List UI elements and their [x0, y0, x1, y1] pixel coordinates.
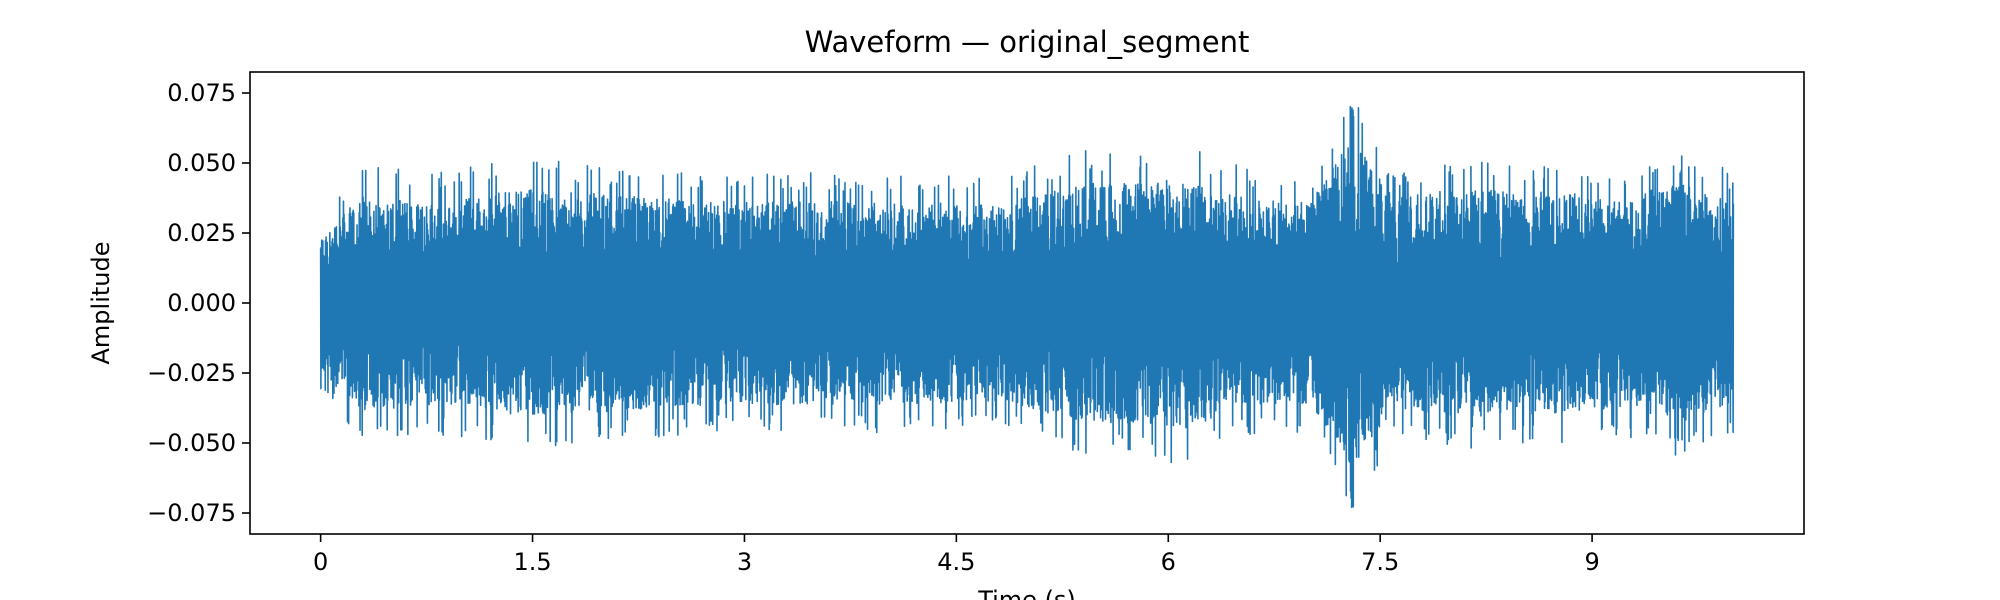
x-axis-label: Time (s)	[977, 586, 1076, 600]
y-axis: −0.075 −0.050 −0.025 0.000 0.025 0.050 0.075	[147, 79, 250, 527]
plot-area	[249, 71, 1805, 535]
x-tick-label: 6	[1161, 548, 1176, 576]
x-axis: 0 1.5 3 4.5 6 7.5 9	[313, 534, 1600, 576]
y-tick-label: 0.050	[167, 149, 236, 177]
y-tick-label: 0.025	[167, 219, 236, 247]
x-tick-label: 3	[737, 548, 752, 576]
y-tick-label: 0.000	[167, 289, 236, 317]
y-tick-label: −0.050	[147, 429, 236, 457]
y-tick-label: −0.025	[147, 359, 236, 387]
x-tick-label: 9	[1584, 548, 1599, 576]
x-tick-label: 7.5	[1361, 548, 1399, 576]
y-tick-label: −0.075	[147, 499, 236, 527]
waveform-line	[319, 105, 1735, 509]
y-tick-label: 0.075	[167, 79, 236, 107]
y-axis-label: Amplitude	[87, 242, 115, 365]
x-tick-label: 1.5	[513, 548, 551, 576]
chart-title: Waveform — original_segment	[805, 25, 1250, 59]
x-tick-label: 4.5	[937, 548, 975, 576]
x-tick-label: 0	[313, 548, 328, 576]
